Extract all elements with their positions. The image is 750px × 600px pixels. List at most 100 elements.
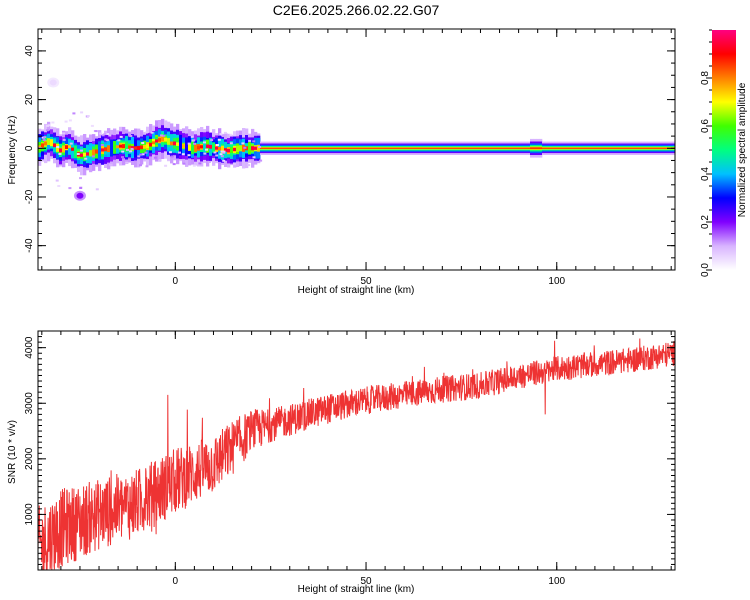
spectrogram-speckle	[259, 159, 263, 162]
spectrogram-speckle	[241, 142, 245, 145]
spectrogram-cell	[530, 147, 534, 150]
spectrogram-cell	[647, 147, 651, 149]
snr-series-line	[38, 338, 675, 570]
spectrogram-cell	[389, 147, 393, 149]
spectrogram-cell	[506, 147, 510, 149]
y-tick-label: 40	[24, 45, 35, 57]
spectrogram-speckle	[223, 131, 227, 134]
spectrogram-cell	[59, 148, 63, 153]
spectrogram-speckle	[125, 161, 129, 164]
spectrogram-cell	[401, 147, 405, 149]
spectrogram-cell	[335, 147, 339, 149]
y-tick-label: -20	[24, 189, 35, 204]
spectrogram-speckle	[233, 165, 237, 168]
spectrogram-cell	[95, 149, 99, 154]
x-tick-label: 100	[548, 576, 565, 587]
spectrogram-cell	[659, 147, 663, 149]
spectrogram-cell	[551, 147, 555, 149]
spectrogram-cell	[212, 142, 216, 153]
spectrogram-cell	[254, 146, 258, 150]
spectrogram-speckle	[72, 112, 76, 115]
spectrogram-speckle	[160, 134, 163, 137]
spectrogram-cell	[650, 147, 654, 149]
spectrogram-cell	[146, 144, 150, 148]
spectrogram-cell	[152, 141, 156, 145]
colorbar-tick-label: 0.2	[700, 215, 711, 229]
spectrogram-speckle	[141, 153, 145, 156]
spectrogram-outlier-core	[49, 79, 57, 86]
spectrogram-cell	[302, 147, 306, 149]
spectrogram-cell	[578, 147, 582, 149]
spectrogram-cell	[167, 138, 171, 145]
spectrogram-cell	[68, 145, 72, 149]
spectrogram-cell	[158, 138, 162, 142]
spectrogram-cell	[482, 147, 486, 149]
spectrogram-cell	[74, 145, 78, 159]
spectrogram-speckle	[108, 134, 112, 137]
spectrogram-cell	[236, 145, 240, 152]
spectrogram-cell	[515, 147, 519, 149]
spectrogram-cell	[608, 147, 612, 149]
spectrogram-cell	[308, 147, 312, 149]
spectrogram-speckle	[198, 162, 202, 165]
spectrogram-cell	[224, 148, 228, 152]
spectrogram-speckle	[170, 155, 174, 158]
spectrogram-cell	[107, 145, 111, 153]
spectrogram-cell	[260, 147, 264, 149]
spectrogram-speckle	[62, 138, 66, 141]
spectrogram-cell	[305, 147, 309, 149]
spectrogram-cell	[527, 147, 531, 149]
spectrogram-cell	[446, 147, 450, 149]
spectrogram-speckle	[99, 132, 103, 135]
spectrogram-speckle	[129, 135, 133, 137]
spectrogram-cell	[590, 147, 594, 149]
colorbar-tick-label: 0.8	[700, 71, 711, 85]
spectrogram-cell	[347, 147, 351, 149]
spectrogram-speckle	[57, 185, 61, 187]
spectrogram-cell	[62, 147, 66, 151]
spectrogram-speckle	[101, 134, 105, 137]
spectrogram-cell	[191, 144, 195, 152]
spectrogram-cell	[185, 137, 189, 156]
spectrogram-speckle	[213, 151, 217, 154]
spectrogram-ticks: 0 50 100 -40 -20 0 20 40	[24, 29, 675, 287]
spectrogram-cell	[605, 147, 609, 149]
spectrogram-cell	[626, 147, 630, 149]
spectrogram-cell	[656, 147, 660, 149]
spectrogram-cell	[404, 147, 408, 149]
spectrogram-cell	[350, 147, 354, 149]
spectrogram-cell	[209, 144, 213, 149]
snr-frame	[37, 330, 676, 571]
x-tick-label: 0	[173, 276, 179, 287]
spectrogram-cell	[86, 152, 90, 156]
spectrogram-cell	[332, 147, 336, 149]
spectrogram-cell	[542, 147, 546, 149]
spectrogram-speckle	[145, 165, 149, 168]
spectrogram-cell	[455, 147, 459, 149]
spectrogram-cell	[416, 147, 420, 149]
spectrogram-speckle	[79, 187, 83, 189]
spectrogram-cell	[161, 137, 165, 141]
spectrogram-speckle	[178, 151, 181, 154]
spectrogram-cell	[41, 143, 45, 148]
colorbar-ticks: 0.0 0.2 0.4 0.6 0.8	[700, 29, 712, 277]
spectrogram-cell	[356, 147, 360, 149]
spectrogram-speckle	[64, 120, 68, 123]
spectrogram-speckle	[86, 115, 90, 117]
spectrogram-cell	[365, 147, 369, 149]
spectrogram-cell	[110, 139, 114, 157]
spectrogram-cell	[251, 146, 255, 151]
spectrogram-cell	[395, 147, 399, 149]
spectrogram-cell	[599, 147, 603, 149]
spectrogram-cell	[413, 147, 417, 149]
spectrogram-cell	[311, 147, 315, 149]
spectrogram-frame	[37, 28, 676, 271]
spectrogram-speckle	[80, 149, 83, 152]
spectrogram-cell	[275, 147, 279, 149]
spectrogram-speckle	[216, 144, 219, 146]
spectrogram-cell	[509, 147, 513, 149]
spectrogram-speckle	[172, 163, 176, 166]
spectrogram-cell	[155, 139, 159, 143]
spectrogram-cell	[410, 147, 414, 149]
y-tick-label: -40	[24, 238, 35, 253]
